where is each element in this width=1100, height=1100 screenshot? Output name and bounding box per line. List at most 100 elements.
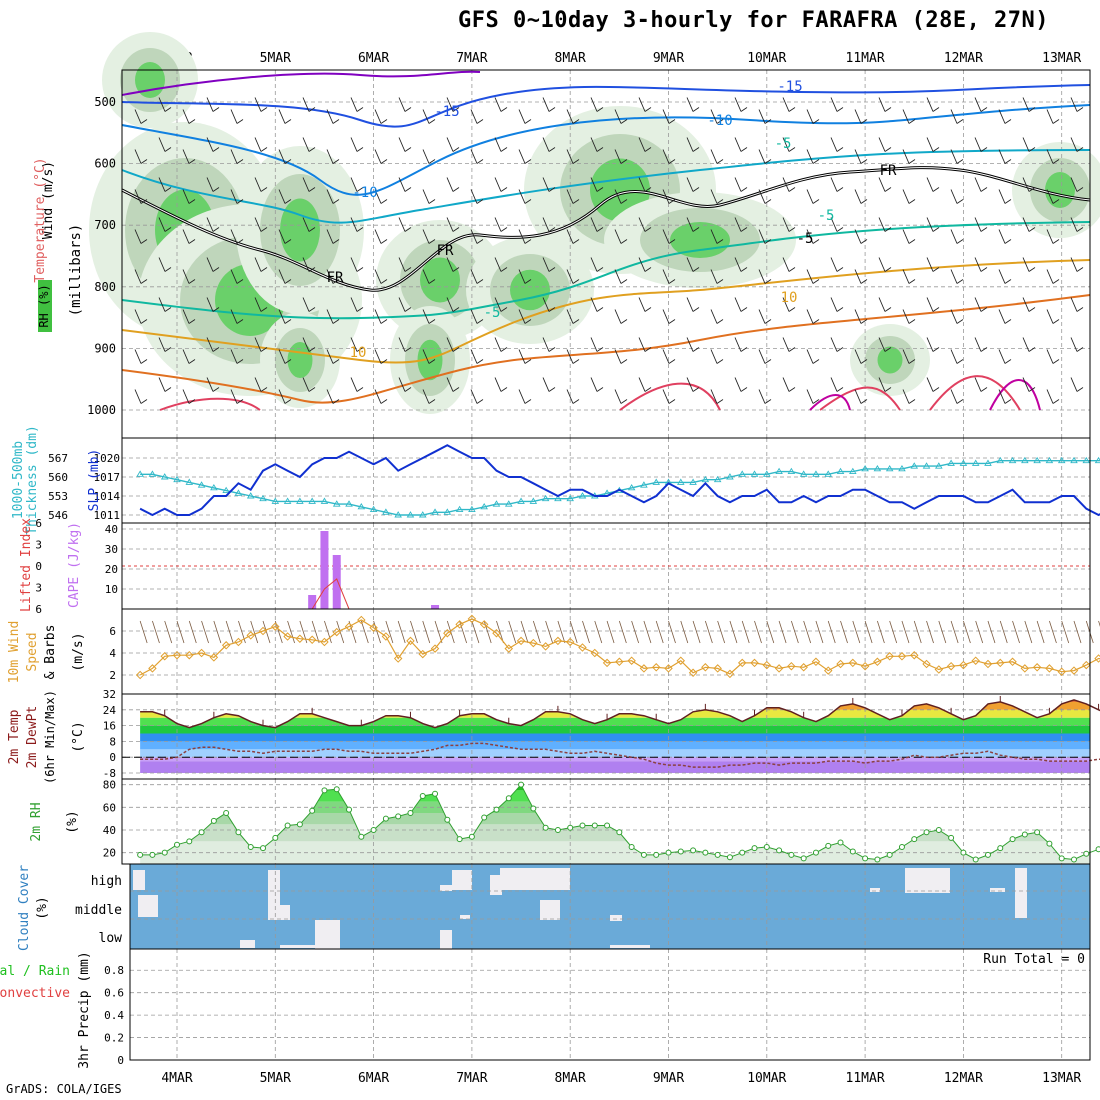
wind-barb-10m [717, 620, 726, 644]
wind-barb [206, 177, 214, 192]
thickness-point [787, 467, 796, 475]
wind-barb-10m [840, 620, 848, 644]
wind-barb-10m [459, 620, 467, 644]
wind10m-axis-label-2: Speed [25, 632, 40, 671]
rh-point [456, 836, 463, 843]
wind-barb [158, 257, 166, 272]
wind-barb [230, 189, 238, 204]
wind-barb [710, 149, 718, 164]
wind-speed-point [504, 644, 514, 653]
slp-tick-label: 1014 [94, 490, 121, 503]
wind-speed-point [271, 622, 280, 631]
wind-barb [230, 389, 238, 404]
wind-barb [860, 199, 868, 204]
run-total-label: Run Total = 0 [983, 952, 1085, 967]
wind-barb [422, 189, 430, 204]
wind-barb [854, 149, 862, 164]
thickness-point [136, 470, 144, 477]
wind-barb [494, 257, 502, 272]
rh-point [518, 781, 525, 788]
wind-speed-point [959, 660, 968, 670]
wind-barb [518, 149, 526, 164]
wind-barb-10m [557, 620, 566, 644]
wind-barb [452, 107, 460, 112]
wind-barb [404, 227, 412, 232]
thickness-tick-label: 546 [48, 509, 68, 522]
wind-speed-point [197, 648, 206, 658]
wind-barb [980, 347, 988, 352]
wind-barb [1028, 227, 1036, 232]
rh-shade-high [1045, 172, 1075, 208]
thickness-point [1033, 456, 1041, 464]
cape-tick-label: 40 [105, 523, 118, 536]
wind-barb [428, 399, 436, 404]
precip-tick-label: 0.8 [104, 964, 124, 977]
cloud-level-label: middle [75, 903, 122, 918]
thickness-point [148, 470, 157, 477]
wind-barb-10m [397, 620, 406, 644]
wind-barb [644, 147, 652, 152]
wind-barb [452, 187, 460, 192]
wind-barb [1028, 267, 1036, 272]
rh-point [1046, 840, 1053, 847]
wind-barb [326, 269, 334, 284]
wind-barb [374, 349, 382, 364]
wind-barb [740, 347, 748, 352]
cloud-block [278, 905, 290, 920]
thickness-point [775, 467, 783, 475]
date-label-top: 12MAR [944, 51, 983, 66]
wind-barb [188, 279, 196, 284]
wind-barb [1076, 387, 1084, 392]
wind-barb [716, 159, 724, 164]
wind-barb [908, 119, 916, 124]
wind-barb [398, 137, 406, 152]
wind-barb [572, 239, 580, 244]
date-label-bottom: 5MAR [260, 1071, 291, 1086]
wind-barb [206, 217, 214, 232]
wind-barb [188, 239, 196, 244]
wind-barb [404, 147, 412, 152]
wind-barb [812, 199, 820, 204]
wind-barb-10m [422, 620, 431, 644]
wind-barb [860, 119, 868, 124]
wind-barb [668, 399, 676, 404]
wind-barb [998, 189, 1006, 204]
thickness-point [959, 459, 968, 466]
wind-barb [1022, 257, 1030, 272]
wind-barb-10m [446, 620, 455, 644]
wind-speed-point [1069, 666, 1079, 675]
wind-speed-point [578, 643, 587, 652]
wind-barb [692, 387, 700, 392]
wind-barb [686, 177, 694, 192]
wind-barb [902, 349, 910, 364]
wind-barb [716, 279, 724, 284]
wind-barb [548, 267, 556, 272]
rh-point [284, 822, 291, 829]
wind-barb [254, 217, 262, 232]
temp-band [140, 725, 1090, 734]
wind-barb [254, 377, 262, 392]
wind-barb [158, 377, 166, 392]
wind-barb-10m [1073, 620, 1082, 644]
wind-barb [668, 319, 676, 324]
wind-barb [374, 189, 382, 204]
wind-barb [134, 109, 142, 124]
wind-barb [284, 359, 292, 364]
wind-barb [884, 307, 892, 312]
wind-barb-10m [532, 620, 541, 644]
wind-speed-point [357, 615, 366, 625]
wind-barb [332, 199, 340, 204]
wind-barb [956, 119, 964, 124]
wind-barb [254, 297, 262, 312]
wind-barb [812, 159, 820, 164]
temp-band [140, 717, 1090, 726]
wind-speed-point [295, 634, 305, 643]
contour-label: 10 [781, 290, 798, 306]
wind-barb [302, 217, 310, 232]
rh-point [960, 849, 967, 856]
wind-barb [380, 319, 388, 324]
wind-barb [830, 177, 838, 192]
wind-speed-point [541, 642, 550, 651]
wind-barb [230, 149, 238, 164]
wind-barb [974, 177, 982, 192]
